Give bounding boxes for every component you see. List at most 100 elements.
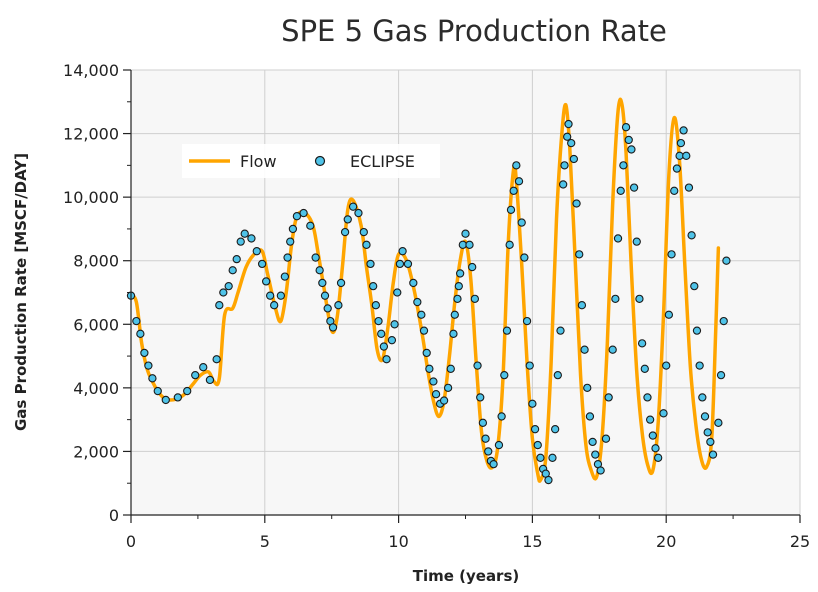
eclipse-point: [580, 345, 589, 354]
eclipse-point: [354, 208, 363, 218]
eclipse-point: [682, 151, 691, 160]
eclipse-point: [667, 250, 676, 259]
eclipse-point: [153, 386, 162, 396]
eclipse-point: [212, 355, 221, 364]
eclipse-point: [382, 355, 391, 364]
eclipse-point: [371, 301, 380, 310]
eclipse-point: [473, 361, 482, 370]
y-tick-label: 14,000: [63, 61, 119, 80]
legend: Flow ECLIPSE: [182, 144, 440, 178]
eclipse-point: [161, 395, 170, 405]
eclipse-point: [577, 301, 587, 310]
eclipse-point: [299, 208, 308, 218]
eclipse-point: [588, 437, 597, 447]
eclipse-point: [708, 450, 718, 459]
eclipse-point: [672, 164, 682, 173]
eclipse-point: [698, 393, 707, 402]
eclipse-point: [183, 386, 192, 396]
eclipse-point: [461, 229, 470, 238]
eclipse-point: [140, 348, 149, 358]
x-tick-label: 25: [790, 532, 810, 551]
eclipse-point: [520, 253, 529, 262]
eclipse-point: [315, 266, 324, 275]
legend-eclipse-label: ECLIPSE: [350, 152, 415, 171]
eclipse-point: [645, 415, 655, 424]
eclipse-point: [648, 431, 657, 440]
eclipse-point: [318, 278, 327, 288]
eclipse-point: [567, 138, 576, 148]
eclipse-point: [514, 177, 524, 186]
eclipse-point: [144, 361, 153, 370]
eclipse-point: [703, 428, 712, 437]
series-flow: [129, 97, 721, 483]
eclipse-point: [458, 240, 467, 249]
y-tick-label: 2,000: [73, 442, 119, 461]
eclipse-point: [283, 253, 292, 262]
eclipse-point: [215, 301, 224, 310]
eclipse-point: [393, 288, 402, 297]
eclipse-point: [377, 329, 386, 338]
eclipse-point: [417, 310, 426, 319]
eclipse-point: [509, 186, 518, 195]
eclipse-point: [679, 126, 688, 135]
eclipse-point: [619, 161, 628, 170]
eclipse-point: [716, 370, 726, 380]
eclipse-point: [343, 215, 352, 224]
eclipse-point: [409, 278, 418, 288]
eclipse-point: [706, 437, 715, 447]
eclipse-point: [596, 466, 605, 475]
eclipse-point: [276, 291, 286, 300]
eclipse-point: [585, 412, 595, 421]
eclipse-point: [468, 262, 477, 272]
eclipse-point: [173, 393, 182, 402]
eclipse-point: [270, 301, 279, 310]
eclipse-point: [629, 183, 639, 192]
eclipse-point: [700, 412, 710, 421]
eclipse-point: [591, 450, 600, 459]
eclipse-point: [336, 278, 346, 288]
legend-flow-label: Flow: [240, 152, 277, 171]
x-tick-label: 10: [388, 532, 408, 551]
eclipse-point: [199, 363, 208, 372]
eclipse-point: [455, 269, 465, 278]
eclipse-point: [323, 304, 332, 313]
eclipse-point: [450, 310, 459, 319]
eclipse-point: [252, 247, 261, 256]
eclipse-point: [719, 316, 728, 326]
eclipse-point: [551, 425, 560, 434]
eclipse-point: [569, 154, 579, 164]
eclipse-point: [651, 444, 660, 453]
eclipse-point: [240, 229, 249, 238]
eclipse-point: [621, 123, 631, 132]
ticks: 0 2,000 4,000 6,000 8,000 10,000 12,000 14,000 0…: [63, 61, 810, 551]
eclipse-point: [224, 281, 233, 291]
eclipse-point: [265, 291, 275, 300]
eclipse-point: [494, 440, 504, 450]
eclipse-point: [247, 234, 256, 243]
eclipse-point: [369, 281, 378, 291]
eclipse-point: [604, 393, 613, 402]
eclipse-point: [481, 434, 490, 443]
eclipse-point: [714, 418, 723, 427]
eclipse-point: [454, 281, 463, 291]
eclipse-point: [548, 453, 557, 462]
legend-eclipse-swatch: [314, 155, 326, 167]
eclipse-point: [359, 227, 368, 237]
eclipse-point: [443, 383, 453, 393]
eclipse-point: [530, 425, 540, 434]
eclipse-point: [659, 409, 668, 418]
eclipse-point: [395, 259, 405, 269]
eclipse-point: [632, 237, 641, 246]
chart-title: SPE 5 Gas Production Rate: [281, 14, 667, 48]
eclipse-point: [692, 326, 702, 335]
y-tick-label: 10,000: [63, 188, 119, 207]
eclipse-point: [670, 186, 679, 195]
eclipse-point: [522, 316, 532, 326]
eclipse-point: [500, 370, 509, 380]
eclipse-point: [517, 218, 526, 227]
x-axis-label: Time (years): [413, 567, 520, 585]
eclipse-point: [611, 294, 620, 304]
eclipse-point: [286, 237, 295, 246]
eclipse-point: [722, 256, 731, 265]
eclipse-point: [608, 345, 617, 354]
